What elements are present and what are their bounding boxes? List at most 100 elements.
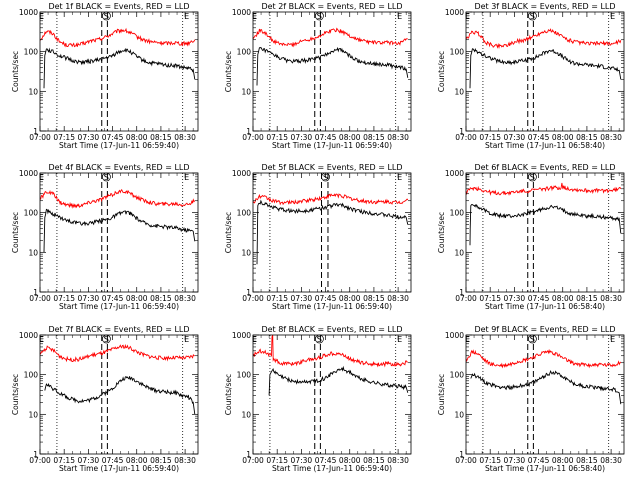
x-tick-label: 07:00 <box>29 133 51 142</box>
x-tick-label: 08:15 <box>363 456 385 465</box>
y-tick-label: 1 <box>33 127 38 136</box>
y-tick-label: 100 <box>24 209 39 218</box>
y-tick-label: 1000 <box>445 331 464 340</box>
chart-title: Det 5f BLACK = Events, RED = LLD <box>261 163 402 172</box>
end-marker-label: E <box>39 173 44 182</box>
x-tick-label: 08:30 <box>600 456 622 465</box>
events-series-line <box>43 208 196 253</box>
x-tick-label: 07:15 <box>53 456 75 465</box>
lld-series-line <box>252 334 408 368</box>
start-marker-circle <box>528 334 537 344</box>
x-tick-label: 07:45 <box>102 294 124 303</box>
end-marker-label: E <box>610 335 615 344</box>
y-axis-label: Counts/sec <box>437 212 446 253</box>
x-tick-label: 07:00 <box>242 133 264 142</box>
x-tick-label: 07:00 <box>242 456 264 465</box>
y-tick-label: 10 <box>28 87 38 96</box>
chart-panel-2: Det 2f BLACK = Events, RED = LLD 1 10 100 10… <box>224 2 412 150</box>
x-tick-label: 08:30 <box>387 133 409 142</box>
x-tick-label: 08:00 <box>552 456 574 465</box>
x-tick-label: 07:15 <box>479 133 501 142</box>
y-tick-label: 1000 <box>232 331 251 340</box>
lld-series-line <box>252 193 409 206</box>
y-tick-label: 100 <box>237 209 252 218</box>
start-marker-circle <box>321 172 330 182</box>
x-tick-label: 08:30 <box>387 294 409 303</box>
x-tick-label: 07:15 <box>266 456 288 465</box>
start-marker-circle <box>528 172 537 182</box>
x-tick-label: 07:30 <box>78 456 100 465</box>
x-tick-label: 07:45 <box>315 456 337 465</box>
start-marker-circle <box>528 11 537 21</box>
start-marker-label: S <box>323 173 328 182</box>
x-tick-label: 07:30 <box>291 456 313 465</box>
chart-title: Det 6f BLACK = Events, RED = LLD <box>474 163 615 172</box>
y-tick-label: 1 <box>246 450 251 459</box>
x-tick-label: 08:15 <box>576 133 598 142</box>
x-tick-label: 07:15 <box>53 294 75 303</box>
x-tick-label: 07:45 <box>315 133 337 142</box>
x-tick-label: 07:45 <box>102 133 124 142</box>
chart-title: Det 2f BLACK = Events, RED = LLD <box>261 2 402 11</box>
y-tick-label: 1 <box>459 450 464 459</box>
x-tick-label: 08:00 <box>552 133 574 142</box>
chart-title: Det 4f BLACK = Events, RED = LLD <box>48 163 189 172</box>
start-marker-circle <box>315 11 324 21</box>
x-tick-label: 08:00 <box>339 294 361 303</box>
end-marker-label: E <box>397 12 402 21</box>
x-tick-label: 07:30 <box>78 133 100 142</box>
y-tick-label: 1000 <box>232 8 251 17</box>
y-tick-label: 100 <box>237 371 252 380</box>
lld-series-line <box>465 348 622 369</box>
start-marker-circle <box>102 334 111 344</box>
start-marker-label: S <box>104 12 109 21</box>
x-tick-label: 07:15 <box>266 133 288 142</box>
x-tick-label: 08:30 <box>600 294 622 303</box>
lld-series-line <box>39 189 196 209</box>
end-marker-label: E <box>397 335 402 344</box>
end-marker-label: E <box>252 173 257 182</box>
start-marker-label: S <box>530 173 535 182</box>
x-tick-label: 08:15 <box>363 294 385 303</box>
y-tick-label: 10 <box>28 410 38 419</box>
lld-series-line <box>39 27 196 48</box>
lld-series-line <box>465 182 622 196</box>
x-tick-label: 08:15 <box>150 294 172 303</box>
x-tick-label: 08:15 <box>576 294 598 303</box>
plot-frame <box>39 334 199 455</box>
lld-series-line <box>39 343 195 363</box>
x-tick-label: 08:30 <box>600 133 622 142</box>
y-tick-label: 100 <box>450 209 465 218</box>
y-tick-label: 100 <box>24 48 39 57</box>
x-tick-label: 07:15 <box>479 456 501 465</box>
x-tick-label: 08:30 <box>174 294 196 303</box>
y-tick-label: 1 <box>33 450 38 459</box>
x-tick-label: 07:30 <box>504 294 526 303</box>
start-marker-circle <box>102 11 111 21</box>
chart-panel-3: Det 3f BLACK = Events, RED = LLD 1 10 100 10… <box>437 2 625 150</box>
x-tick-label: 08:00 <box>126 133 148 142</box>
events-series-line <box>43 47 196 89</box>
x-tick-label: 08:15 <box>363 133 385 142</box>
end-marker-label: E <box>184 173 189 182</box>
x-tick-label: 07:15 <box>53 133 75 142</box>
chart-panel-7: Det 7f BLACK = Events, RED = LLD 1 10 100 10… <box>11 325 199 473</box>
y-tick-label: 1000 <box>445 8 464 17</box>
y-tick-label: 100 <box>24 371 39 380</box>
plot-frame <box>39 172 199 293</box>
y-tick-label: 10 <box>241 87 251 96</box>
y-tick-label: 1000 <box>19 8 38 17</box>
end-marker-label: E <box>184 12 189 21</box>
plot-frame <box>252 172 412 293</box>
y-axis-label: Counts/sec <box>224 374 233 415</box>
end-marker-label: E <box>610 173 615 182</box>
y-tick-label: 1000 <box>19 169 38 178</box>
plot-frame <box>252 11 412 132</box>
y-tick-label: 1000 <box>19 331 38 340</box>
plot-frame <box>252 334 412 455</box>
end-marker-label: E <box>465 335 470 344</box>
x-tick-label: 07:45 <box>528 456 550 465</box>
events-series-line <box>256 46 409 86</box>
